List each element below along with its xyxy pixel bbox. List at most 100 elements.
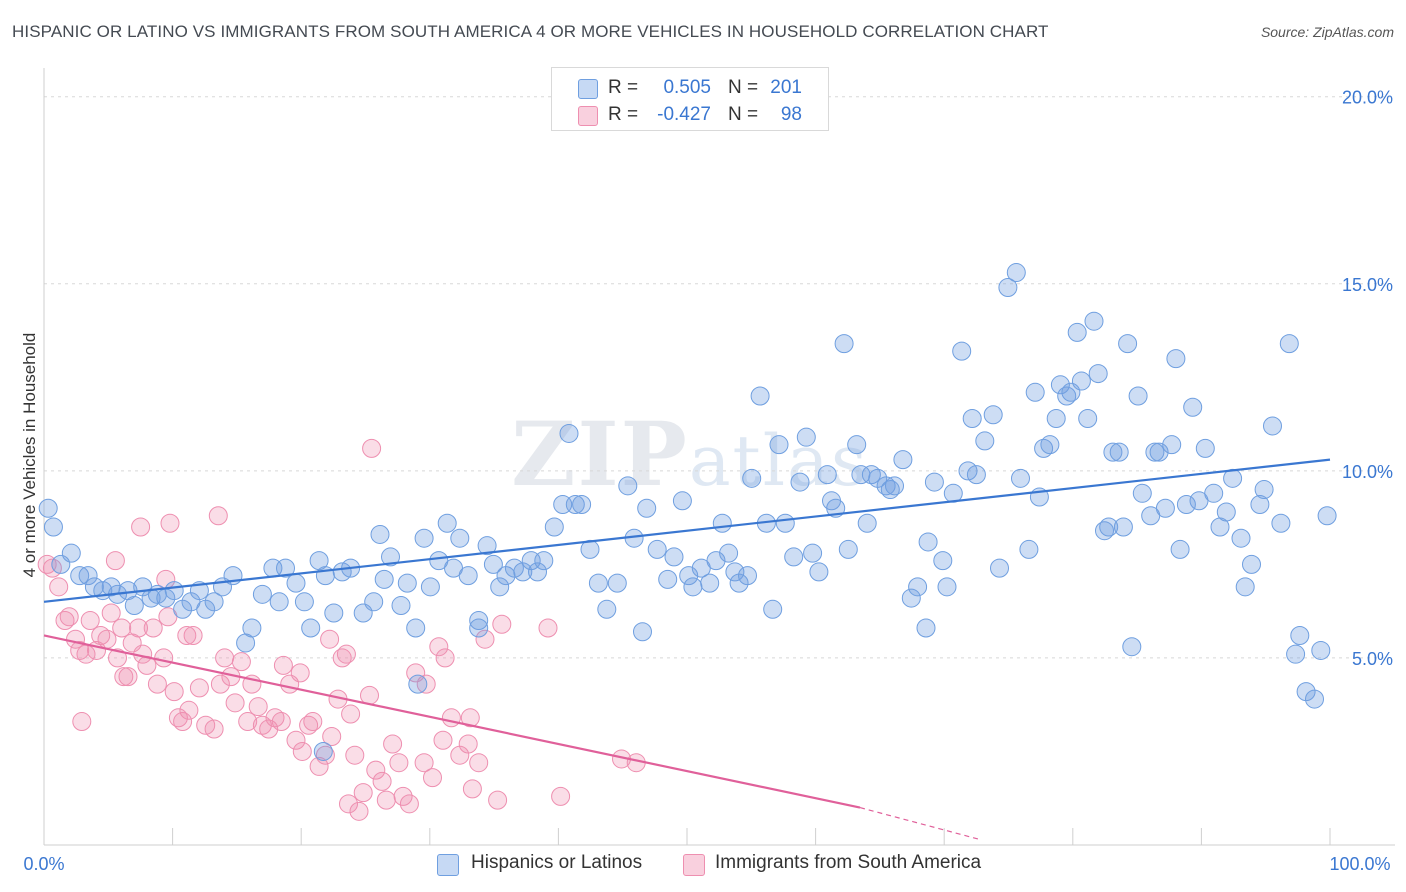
pink-point xyxy=(320,629,340,649)
blue-point xyxy=(1183,397,1203,417)
pink-point xyxy=(131,517,151,537)
pink-point xyxy=(114,667,134,687)
blue-point xyxy=(414,528,434,548)
pink-point xyxy=(492,614,512,634)
pink-point xyxy=(339,794,358,814)
blue-point xyxy=(437,513,457,533)
pink-point xyxy=(231,652,251,672)
blue-point xyxy=(1166,349,1186,369)
blue-point xyxy=(124,596,144,616)
pink-point xyxy=(248,697,268,717)
blue-point xyxy=(1067,322,1087,342)
blue-point xyxy=(544,517,564,537)
pink-point xyxy=(462,779,482,799)
pink-point xyxy=(393,786,413,806)
pink-point xyxy=(362,438,382,458)
blue-point xyxy=(1263,416,1282,436)
blue-point xyxy=(242,618,262,638)
pink-point xyxy=(189,678,209,698)
blue-point xyxy=(885,476,904,496)
blue-point xyxy=(1084,311,1104,331)
blue-point xyxy=(637,498,657,518)
blue-point xyxy=(1290,625,1310,645)
blue-point xyxy=(1286,644,1306,664)
blue-point xyxy=(809,562,829,582)
pink-point xyxy=(345,745,365,765)
pink-point xyxy=(469,753,489,773)
blue-point xyxy=(924,472,944,492)
pink-trend-extension xyxy=(859,807,981,841)
blue-point xyxy=(469,611,489,631)
blue-point xyxy=(1040,435,1060,455)
blue-point xyxy=(658,569,678,589)
n-label: N = xyxy=(728,77,759,98)
blue-point xyxy=(990,558,1009,578)
blue-point xyxy=(742,468,762,488)
legend-label: Immigrants from South America xyxy=(715,852,982,873)
pink-point xyxy=(309,756,329,776)
blue-point xyxy=(1011,468,1030,488)
pink-point xyxy=(112,618,132,638)
pink-point xyxy=(429,637,449,657)
pink-point xyxy=(292,741,312,761)
pink-point xyxy=(271,712,291,732)
pink-point xyxy=(372,771,392,791)
blue-point xyxy=(381,547,400,567)
blue-point xyxy=(725,562,745,582)
blue-point xyxy=(966,465,986,485)
pink-point xyxy=(475,629,495,649)
blue-point xyxy=(1078,408,1098,428)
blue-point xyxy=(908,577,928,597)
blue-point xyxy=(1132,483,1152,503)
blue-point xyxy=(647,539,667,559)
x-tick-label: 0.0% xyxy=(23,854,64,874)
pink-point xyxy=(376,790,396,810)
blue-point xyxy=(1176,495,1196,515)
blue-point xyxy=(893,450,913,470)
pink-point xyxy=(383,734,403,754)
r-value: -0.427 xyxy=(657,104,711,125)
blue-point xyxy=(1195,438,1215,458)
pink-point xyxy=(215,648,235,668)
blue-point xyxy=(572,495,592,515)
blue-point xyxy=(838,539,858,559)
blue-point xyxy=(286,573,306,593)
pink-point xyxy=(173,712,193,732)
blue-point xyxy=(857,513,877,533)
pink-point xyxy=(208,506,228,526)
blue-point xyxy=(1128,386,1148,406)
pink-point xyxy=(389,753,409,773)
blue-point xyxy=(998,278,1018,298)
blue-point xyxy=(70,566,90,586)
stats-legend: R = 0.505 N = 201 R = -0.427 N = 98 xyxy=(551,67,829,131)
pink-point xyxy=(353,783,373,803)
blue-point xyxy=(450,528,470,548)
pink-point xyxy=(183,625,203,645)
x-tick-label: 100.0% xyxy=(1329,854,1390,874)
blue-point xyxy=(918,532,938,552)
blue-point xyxy=(1311,640,1331,660)
y-tick-label: 15.0% xyxy=(1342,275,1393,295)
tick-labels: 5.0% 10.0% 15.0% 20.0% 0.0% 100.0% xyxy=(23,88,1393,874)
blue-point xyxy=(565,495,585,515)
blue-point xyxy=(1103,442,1123,462)
blue-points xyxy=(38,263,1337,761)
pink-point xyxy=(399,794,419,814)
blue-point xyxy=(1006,263,1026,283)
blue-point xyxy=(719,543,739,563)
blue-point xyxy=(469,618,489,638)
gridlines xyxy=(44,96,1395,659)
blue-point xyxy=(933,551,953,571)
blue-point xyxy=(769,435,789,455)
pink-point xyxy=(210,674,230,694)
blue-point xyxy=(588,573,608,593)
pink-point xyxy=(164,682,184,702)
pink-point xyxy=(538,618,558,638)
blue-point xyxy=(1250,495,1270,515)
pink-point xyxy=(129,618,148,638)
blue-point xyxy=(1216,502,1236,522)
blue-point xyxy=(1109,442,1129,462)
blue-point xyxy=(1231,528,1251,548)
blue-point xyxy=(1145,442,1165,462)
